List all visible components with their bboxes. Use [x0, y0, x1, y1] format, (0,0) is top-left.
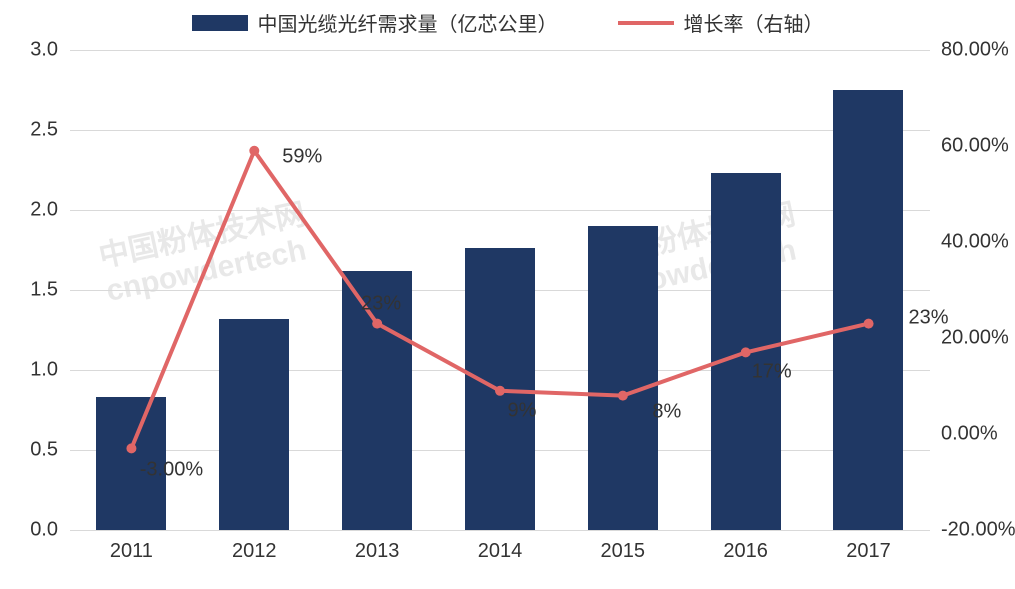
xtick: 2012 — [219, 540, 289, 563]
legend-label-bar: 中国光缆光纤需求量（亿芯公里） — [258, 8, 558, 37]
xtick: 2017 — [833, 540, 903, 563]
gridline — [70, 530, 930, 531]
xtick: 2015 — [588, 540, 658, 563]
legend: 中国光缆光纤需求量（亿芯公里） 增长率（右轴） — [0, 8, 1015, 37]
xtick: 2013 — [342, 540, 412, 563]
left-y-axis: 0.00.51.01.52.02.53.0 — [0, 50, 64, 530]
ytick-right: 20.00% — [941, 327, 1009, 350]
legend-item-bar: 中国光缆光纤需求量（亿芯公里） — [192, 8, 558, 37]
line-labels: -3.00%59%23%9%8%17%23% — [70, 50, 930, 530]
chart-plot: 中国粉体技术网 cnpowdertech 中国粉体技术网 cnpowdertec… — [70, 50, 930, 530]
ytick-left: 3.0 — [30, 39, 58, 62]
legend-label-line: 增长率（右轴） — [684, 8, 824, 37]
ytick-right: 60.00% — [941, 135, 1009, 158]
ytick-left: 2.5 — [30, 119, 58, 142]
ytick-left: 0.0 — [30, 519, 58, 542]
xtick: 2011 — [96, 540, 166, 563]
ytick-left: 2.0 — [30, 199, 58, 222]
legend-swatch-bar — [192, 15, 248, 31]
line-value-label: -3.00% — [140, 459, 203, 482]
line-value-label: 23% — [909, 306, 949, 329]
xtick: 2016 — [711, 540, 781, 563]
right-y-axis: -20.00%0.00%20.00%40.00%60.00%80.00% — [935, 50, 1015, 530]
line-value-label: 8% — [652, 400, 681, 423]
line-value-label: 17% — [752, 361, 792, 384]
x-axis: 2011 2012 2013 2014 2015 2016 2017 — [70, 540, 930, 563]
ytick-right: 80.00% — [941, 39, 1009, 62]
ytick-left: 1.5 — [30, 279, 58, 302]
ytick-right: -20.00% — [941, 519, 1015, 542]
ytick-right: 40.00% — [941, 231, 1009, 254]
ytick-left: 0.5 — [30, 439, 58, 462]
ytick-right: 0.00% — [941, 423, 998, 446]
line-value-label: 9% — [508, 399, 537, 422]
legend-item-line: 增长率（右轴） — [618, 8, 824, 37]
ytick-left: 1.0 — [30, 359, 58, 382]
xtick: 2014 — [465, 540, 535, 563]
legend-swatch-line — [618, 21, 674, 25]
line-value-label: 59% — [282, 145, 322, 168]
line-value-label: 23% — [361, 292, 401, 315]
